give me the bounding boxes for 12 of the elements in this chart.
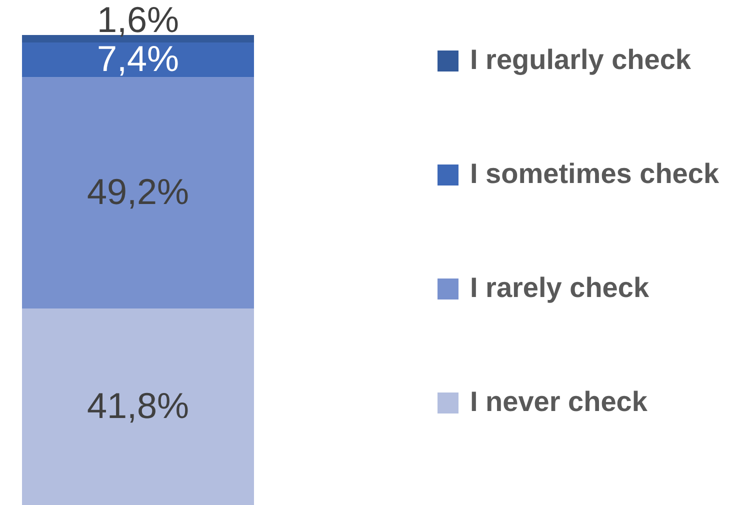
bar — [22, 42, 254, 78]
data-label: 7,4% — [96, 38, 180, 79]
legend-label: I regularly check — [470, 44, 692, 75]
legend-label: I rarely check — [470, 272, 650, 303]
data-label: 49,2% — [86, 170, 190, 212]
bar — [22, 77, 254, 309]
legend-label: I sometimes check — [470, 158, 720, 189]
bar — [22, 308, 254, 505]
bar — [22, 35, 254, 43]
data-label: 1,6% — [96, 0, 180, 40]
legend-label: I never check — [470, 386, 648, 417]
data-label: 41,8% — [86, 384, 190, 426]
